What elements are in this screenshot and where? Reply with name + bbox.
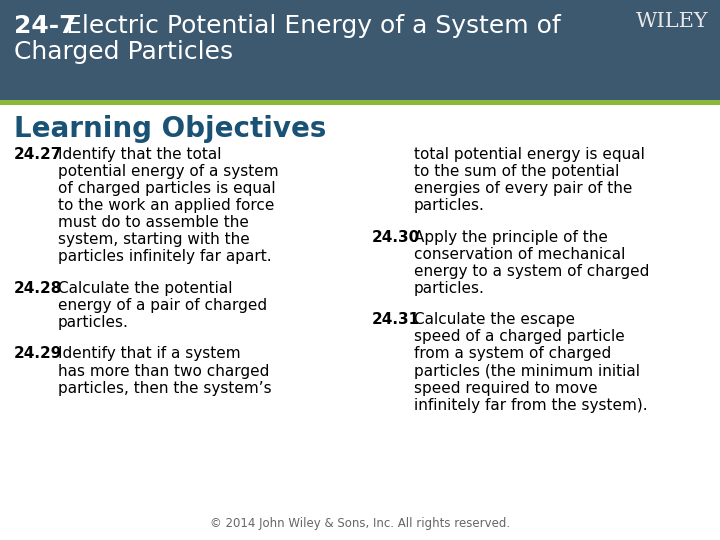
Text: particles.: particles.	[414, 198, 485, 213]
Text: has more than two charged: has more than two charged	[58, 363, 269, 379]
Text: must do to assemble the: must do to assemble the	[58, 215, 249, 230]
Text: conservation of mechanical: conservation of mechanical	[414, 247, 626, 262]
Text: system, starting with the: system, starting with the	[58, 232, 250, 247]
Text: © 2014 John Wiley & Sons, Inc. All rights reserved.: © 2014 John Wiley & Sons, Inc. All right…	[210, 517, 510, 530]
Text: from a system of charged: from a system of charged	[414, 347, 611, 361]
Bar	[0, 0, 720, 100]
Text: 24.31: 24.31	[372, 312, 420, 327]
Text: Calculate the potential: Calculate the potential	[58, 281, 233, 296]
Text: of charged particles is equal: of charged particles is equal	[58, 181, 276, 196]
Text: 24.30: 24.30	[372, 230, 420, 245]
Text: speed required to move: speed required to move	[414, 381, 598, 396]
Text: WILEY: WILEY	[635, 12, 708, 31]
Text: particles.: particles.	[414, 281, 485, 296]
Text: 24.27: 24.27	[14, 147, 63, 162]
Text: total potential energy is equal: total potential energy is equal	[414, 147, 645, 162]
Text: infinitely far from the system).: infinitely far from the system).	[414, 397, 647, 413]
Text: particles infinitely far apart.: particles infinitely far apart.	[58, 249, 271, 264]
Text: potential energy of a system: potential energy of a system	[58, 164, 279, 179]
Text: Calculate the escape: Calculate the escape	[414, 312, 575, 327]
Text: energy to a system of charged: energy to a system of charged	[414, 264, 649, 279]
Text: 24.29: 24.29	[14, 347, 63, 361]
Text: 24.28: 24.28	[14, 281, 63, 296]
Text: energies of every pair of the: energies of every pair of the	[414, 181, 632, 196]
Text: particles (the minimum initial: particles (the minimum initial	[414, 363, 640, 379]
Text: Learning Objectives: Learning Objectives	[14, 115, 326, 143]
Text: 24-7: 24-7	[14, 14, 76, 38]
Text: Apply the principle of the: Apply the principle of the	[414, 230, 608, 245]
Text: particles, then the system’s: particles, then the system’s	[58, 381, 271, 396]
Text: particles.: particles.	[58, 315, 129, 330]
Text: Electric Potential Energy of a System of: Electric Potential Energy of a System of	[66, 14, 561, 38]
Text: Identify that if a system: Identify that if a system	[58, 347, 240, 361]
Text: energy of a pair of charged: energy of a pair of charged	[58, 298, 267, 313]
Text: Charged Particles: Charged Particles	[14, 40, 233, 64]
Bar	[0, 100, 720, 105]
Text: Identify that the total: Identify that the total	[58, 147, 222, 162]
Text: to the work an applied force: to the work an applied force	[58, 198, 274, 213]
Text: to the sum of the potential: to the sum of the potential	[414, 164, 619, 179]
Text: speed of a charged particle: speed of a charged particle	[414, 329, 625, 345]
